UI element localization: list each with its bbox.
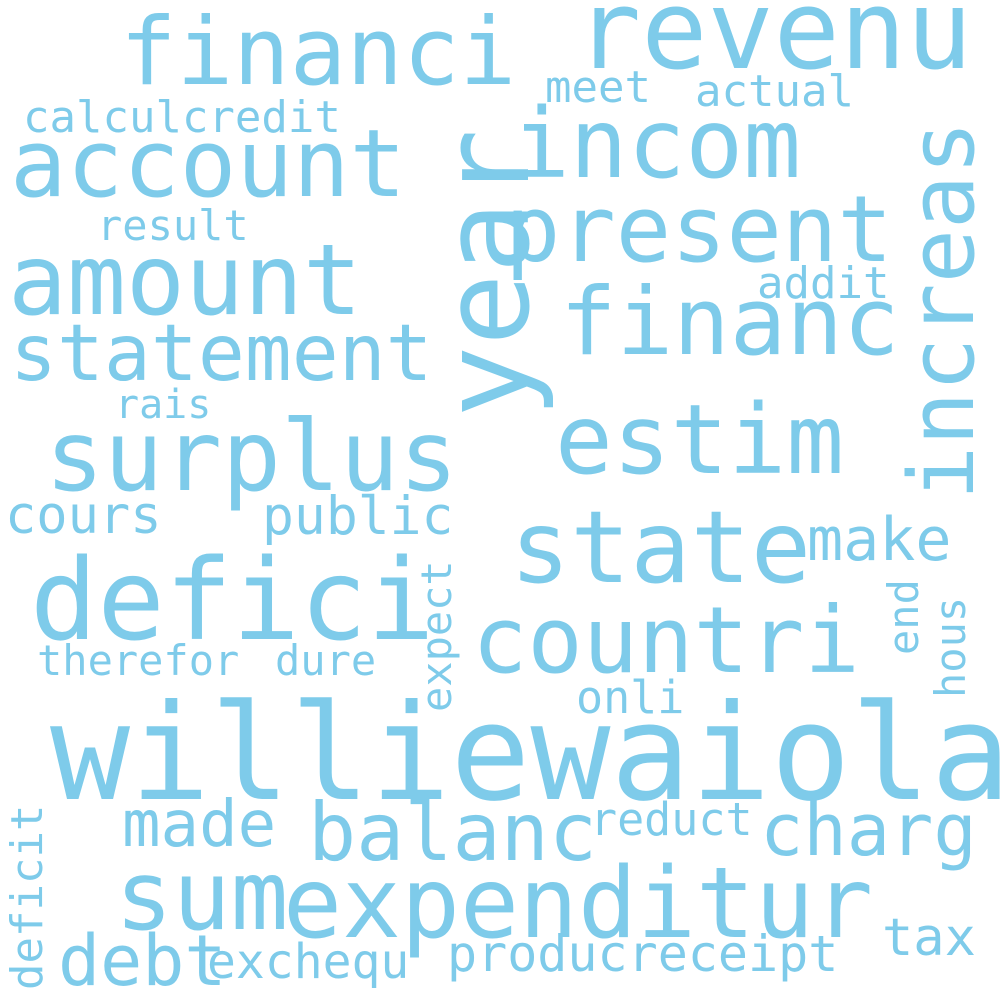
word-meet: meet xyxy=(545,62,651,113)
word-expect: expect xyxy=(412,560,461,712)
word-amount: amount xyxy=(8,224,363,338)
word-estim: estim xyxy=(555,384,844,496)
word-expenditur: expenditur xyxy=(283,847,874,961)
word-made: made xyxy=(122,788,277,862)
word-make: make xyxy=(807,505,952,575)
word-calculcredit: calculcredit xyxy=(23,92,341,143)
word-dure: dure xyxy=(275,636,377,685)
word-surplus: surplus xyxy=(45,400,459,514)
word-rais: rais xyxy=(115,382,212,428)
word-addit: addit xyxy=(757,258,890,309)
word-hous: hous xyxy=(926,596,975,698)
word-account: account xyxy=(10,110,407,219)
word-financi: financi xyxy=(120,0,517,107)
word-financ: financ xyxy=(560,268,900,377)
word-statement: statement xyxy=(10,309,433,399)
word-sum: sum xyxy=(115,840,289,952)
word-producreceipt: producreceipt xyxy=(447,925,839,983)
word-therefor: therefor xyxy=(37,636,240,685)
word-deficit: deficit xyxy=(2,804,53,990)
word-public: public xyxy=(262,486,454,547)
word-revenu: revenu xyxy=(575,0,973,94)
word-cours: cours xyxy=(5,486,162,546)
word-present: present xyxy=(505,176,893,283)
word-end: end xyxy=(879,579,928,655)
word-williewaiola: williewaiola xyxy=(50,677,1000,831)
word-state: state xyxy=(510,489,812,606)
word-reduct: reduct xyxy=(590,793,753,846)
word-incom: incom xyxy=(512,88,801,200)
word-increas: increas xyxy=(890,120,995,500)
word-balanc: balanc xyxy=(308,786,597,879)
word-onli: onli xyxy=(576,671,685,724)
word-charg: charg xyxy=(760,788,977,872)
word-year: year xyxy=(418,129,557,418)
word-countri: countri xyxy=(472,587,860,694)
word-exchequ: exchequ xyxy=(207,934,410,990)
word-tax: tax xyxy=(882,908,976,968)
word-debt: debt xyxy=(58,920,227,1000)
word-actual: actual xyxy=(695,66,854,117)
word-defici: defici xyxy=(30,536,435,666)
word-result: result xyxy=(97,201,249,250)
